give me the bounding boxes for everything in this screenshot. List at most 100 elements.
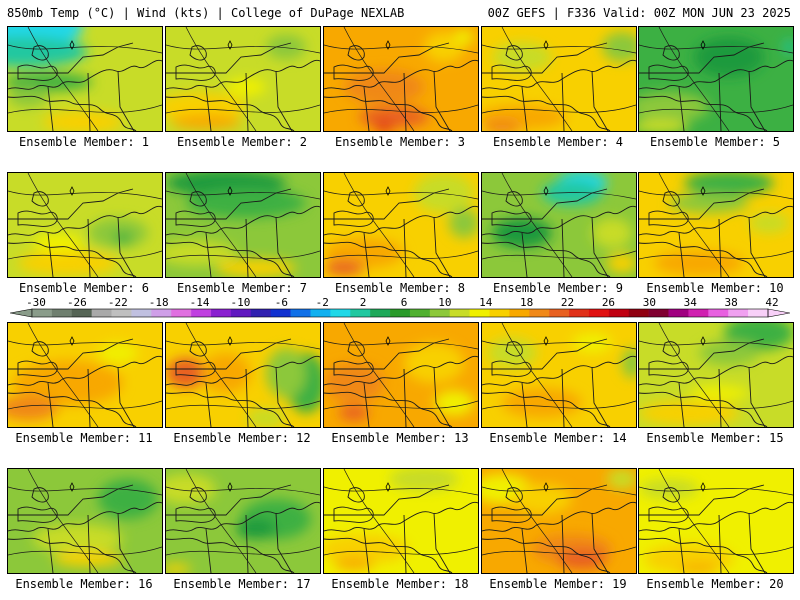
- coastline: [324, 241, 453, 277]
- height-contour: [639, 546, 793, 556]
- state-border: [8, 42, 135, 131]
- colorbar-segment: [171, 309, 192, 317]
- lake-outline: [333, 341, 374, 377]
- ensemble-member-map: [323, 468, 479, 574]
- location-marker-icon: [385, 336, 391, 346]
- height-contour: [27, 323, 99, 427]
- ensemble-member-label: Ensemble Member: 16: [15, 577, 153, 591]
- temperature-region: [98, 343, 138, 363]
- state-border: [324, 188, 451, 277]
- height-contour: [343, 27, 415, 131]
- state-border: [166, 188, 293, 277]
- lake-outline: [175, 45, 216, 81]
- temperature-region: [607, 469, 636, 489]
- colorbar-segment: [469, 309, 490, 317]
- height-contour: [324, 250, 478, 260]
- state-border: [639, 42, 766, 131]
- state-border: [166, 484, 293, 573]
- lake-outline: [491, 341, 532, 377]
- colorbar-tick-label: 2: [360, 297, 367, 309]
- coastline: [482, 391, 611, 427]
- temperature-region: [171, 114, 241, 130]
- location-marker-icon: [543, 40, 549, 50]
- colorbar-segment: [370, 309, 391, 317]
- temperature-region: [689, 385, 749, 401]
- lake-outline: [333, 191, 374, 227]
- ensemble-member-map: [165, 468, 321, 574]
- temperature-region: [639, 400, 739, 426]
- location-marker-icon: [543, 336, 549, 346]
- colorbar-frame: [31, 308, 769, 318]
- state-border: [639, 188, 766, 277]
- coastline: [482, 537, 611, 573]
- location-marker-icon: [385, 482, 391, 492]
- colorbar-segment: [608, 309, 630, 317]
- lake-outline: [648, 191, 689, 227]
- colorbar-tick-label: -30: [26, 297, 46, 309]
- ensemble-member-map: [323, 26, 479, 132]
- temperature-region: [166, 358, 206, 388]
- location-marker-icon: [227, 336, 233, 346]
- run-valid-time: 00Z GEFS | F336 Valid: 00Z MON JUN 23 20…: [487, 6, 791, 20]
- colorbar-tick-label: -26: [67, 297, 87, 309]
- height-contour: [324, 104, 478, 114]
- colorbar-tick-label: -2: [316, 297, 329, 309]
- colorbar-segment: [728, 309, 749, 317]
- colorbar-tick-label: -6: [275, 297, 288, 309]
- height-contour: [27, 27, 99, 131]
- location-marker-icon: [700, 40, 706, 50]
- temperature-region: [404, 343, 464, 383]
- temperature-region: [679, 564, 719, 573]
- height-contour: [185, 27, 257, 131]
- height-contour: [8, 400, 162, 410]
- colorbar-tick-label: -10: [231, 297, 251, 309]
- temperature-region: [359, 107, 429, 127]
- temperature-region: [334, 558, 374, 570]
- temperature-region: [684, 173, 774, 196]
- location-marker-icon: [227, 482, 233, 492]
- temperature-region: [542, 180, 602, 206]
- colorbar-segment: [449, 309, 470, 317]
- colorbar-tick-label: -14: [190, 297, 210, 309]
- state-border: [166, 42, 293, 131]
- state-border: [166, 338, 293, 427]
- colorbar-segment: [390, 309, 411, 317]
- temperature-region: [324, 260, 364, 276]
- height-contour: [658, 27, 730, 131]
- temperature-region: [216, 259, 296, 277]
- location-marker-icon: [700, 336, 706, 346]
- ensemble-member-map: [7, 468, 163, 574]
- colorbar-tick-label: 6: [401, 297, 408, 309]
- colorbar-tick-label: -18: [149, 297, 169, 309]
- height-contour: [482, 400, 636, 410]
- temperature-colorbar: -30 -26 -22 -18 -14 -10 -6 -2 2 6 10 14 18 22 26 30 34 38…: [10, 297, 790, 318]
- height-contour: [185, 469, 257, 573]
- ensemble-member-map: [481, 172, 637, 278]
- location-marker-icon: [543, 186, 549, 196]
- lake-outline: [175, 487, 216, 523]
- temperature-region: [166, 92, 246, 122]
- temperature-region: [592, 218, 632, 248]
- ensemble-member-label: Ensemble Member: 18: [331, 577, 469, 591]
- height-contour: [501, 323, 573, 427]
- height-contour: [639, 400, 793, 410]
- colorbar-segment: [708, 309, 729, 317]
- lake-outline: [17, 341, 58, 377]
- colorbar-segment: [250, 309, 272, 317]
- colorbar-segment: [230, 309, 252, 317]
- ensemble-member-label: Ensemble Member: 20: [646, 577, 784, 591]
- ensemble-member-label: Ensemble Member: 10: [646, 281, 784, 295]
- location-marker-icon: [69, 40, 75, 50]
- lake-outline: [333, 487, 374, 523]
- height-contour: [658, 173, 730, 277]
- location-marker-icon: [227, 186, 233, 196]
- height-contour: [166, 104, 320, 114]
- lake-outline: [648, 487, 689, 523]
- colorbar-tick-label: 42: [765, 297, 778, 309]
- coastline: [166, 391, 295, 427]
- ensemble-member-label: Ensemble Member: 9: [492, 281, 624, 295]
- colorbar-segment: [71, 309, 92, 317]
- location-marker-icon: [69, 186, 75, 196]
- height-contour: [166, 546, 320, 556]
- state-border: [324, 484, 451, 573]
